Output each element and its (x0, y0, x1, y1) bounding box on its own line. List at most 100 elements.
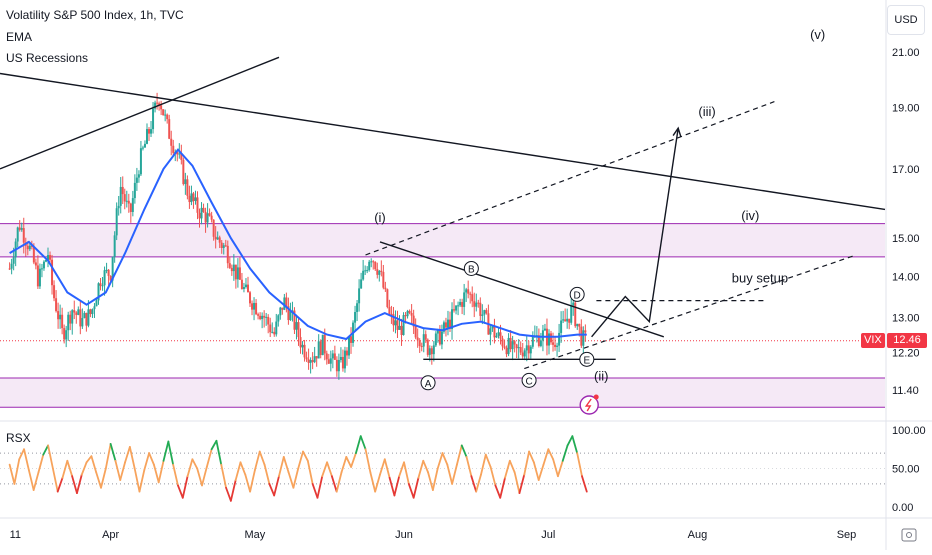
rsx-segment (547, 448, 555, 461)
indicator-recessions-label[interactable]: US Recessions (6, 51, 89, 65)
candle-body (63, 328, 66, 340)
candle-body (471, 294, 474, 302)
candle-body (434, 333, 437, 346)
lightning-icon[interactable] (579, 395, 599, 415)
candle-body (382, 271, 385, 288)
currency-button[interactable]: USD (887, 5, 925, 35)
trendline-lower-channel[interactable] (524, 254, 857, 370)
rsx-segment (191, 458, 199, 470)
rsx-segment (552, 458, 559, 478)
candle-body (473, 301, 476, 307)
rsx-segment (85, 455, 93, 464)
rsx-segment (8, 463, 16, 485)
candle-body (517, 347, 520, 349)
trendline-projected-path[interactable] (591, 127, 679, 338)
rsx-layer (0, 435, 885, 502)
rsx-segment (61, 459, 69, 479)
candle-body (467, 289, 470, 294)
price-tick-label: 15.00 (892, 233, 920, 245)
candle-body (166, 114, 169, 120)
candle-body (392, 314, 395, 326)
candle-body (267, 316, 270, 325)
candle-body (566, 318, 569, 322)
candle-body (184, 179, 187, 185)
candle-body (354, 312, 357, 323)
candle-body (87, 309, 90, 326)
candle-body (12, 257, 15, 264)
candle-body (309, 360, 312, 363)
trendline-upper-channel[interactable] (365, 101, 775, 256)
candle-body (121, 186, 124, 195)
rsx-segment (518, 473, 526, 495)
candle-body (422, 334, 425, 347)
trendline-long-descending-resistance[interactable] (0, 72, 886, 211)
candle-body (451, 309, 454, 329)
candle-body (507, 337, 510, 355)
candle-body (343, 350, 346, 369)
event-dot (593, 394, 599, 400)
candle-body (362, 270, 365, 280)
candle-body (341, 356, 344, 369)
candle-body (113, 235, 116, 257)
candle-body (317, 341, 320, 359)
time-tick-label: 11 (10, 529, 21, 541)
rsx-segment (138, 469, 146, 493)
candle-body (513, 341, 516, 345)
candle-body (479, 302, 482, 316)
candle-body (194, 197, 197, 201)
rsx-segment (196, 467, 203, 487)
price-tick-label: 11.40 (892, 385, 919, 397)
rsx-segment (23, 448, 30, 471)
candle-body (204, 211, 207, 223)
candle-body (232, 264, 235, 272)
candle-body (356, 303, 359, 313)
candle-body (543, 328, 546, 331)
candle-body (20, 228, 23, 230)
rsx-segment (172, 463, 179, 487)
rsx-segment (460, 444, 468, 458)
candle-body (218, 237, 221, 243)
candle-body (331, 353, 334, 359)
candle-body (49, 255, 52, 260)
rsx-segment (393, 475, 401, 497)
rsx-segment (186, 458, 194, 478)
candle-body (297, 322, 300, 338)
candle-body (131, 198, 134, 212)
wave-label-v: (v) (810, 27, 825, 42)
rsx-segment (566, 435, 574, 447)
wave-label-i: (i) (374, 210, 386, 225)
trendline-rising-line[interactable] (0, 56, 280, 170)
zone-fill-1 (0, 377, 885, 408)
candle-body (376, 269, 379, 275)
rsx-segment (90, 455, 98, 474)
rsx-segment (427, 471, 434, 491)
candle-body (495, 335, 498, 338)
candle-body (28, 245, 31, 250)
indicator-ema-label[interactable]: EMA (6, 30, 33, 44)
candle-body (416, 337, 419, 341)
rsx-segment (436, 452, 444, 470)
candle-body (350, 336, 353, 343)
rsx-segment (37, 453, 45, 474)
trendline-triangle-upper[interactable] (379, 241, 665, 338)
candle-body (259, 315, 262, 320)
rsx-segment (528, 450, 535, 464)
candle-body (440, 331, 443, 345)
rsx-segment (52, 467, 59, 493)
candle-body (388, 307, 391, 314)
candle-body (188, 195, 191, 203)
candle-body (412, 315, 415, 327)
candle-body (580, 326, 583, 346)
candle-body (539, 340, 542, 346)
settings-icon[interactable] (901, 528, 917, 542)
candle-body (214, 236, 217, 240)
chart-title[interactable]: Volatility S&P 500 Index, 1h, TVC (6, 8, 184, 22)
rsx-segment (143, 452, 151, 471)
candle-body (347, 336, 350, 356)
candle-body (396, 320, 399, 330)
support-resistance-zones (0, 223, 885, 408)
candle-body (459, 302, 462, 306)
candle-body (370, 261, 373, 263)
